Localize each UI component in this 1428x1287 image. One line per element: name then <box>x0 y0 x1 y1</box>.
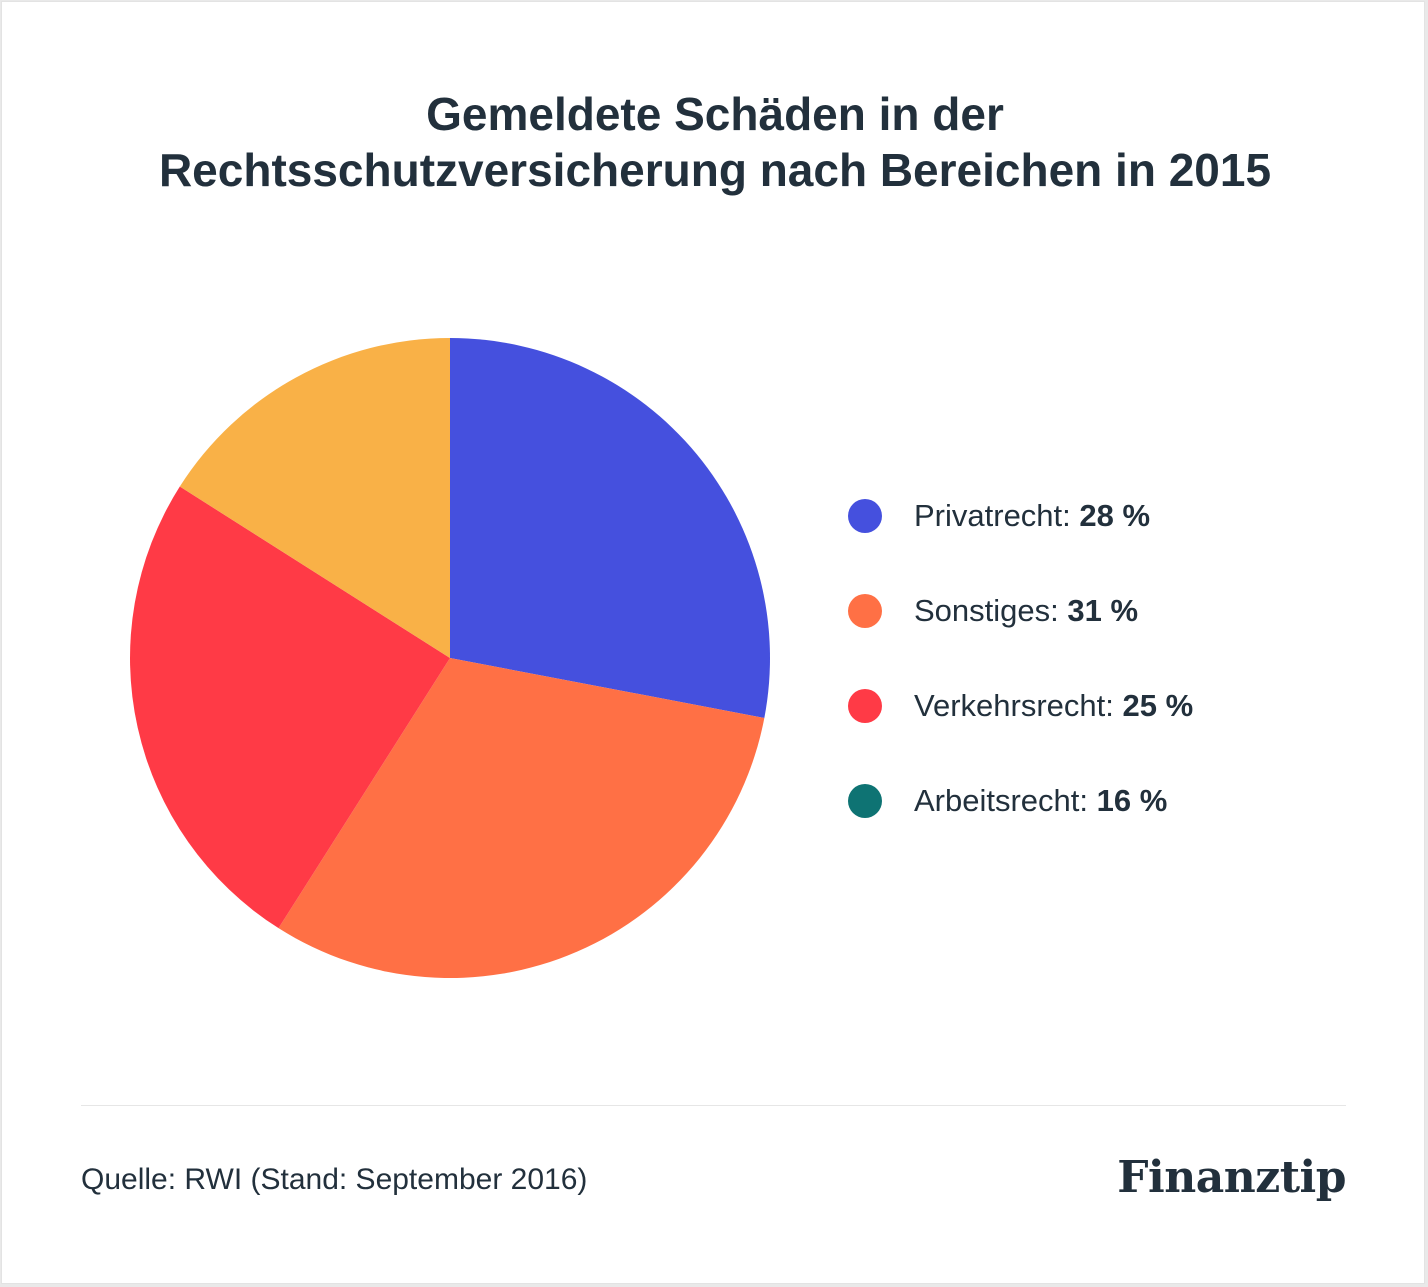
legend-value: 25 % <box>1122 688 1194 723</box>
pie-slice-verkehrsrecht <box>130 486 450 929</box>
chart-title-line-2: Rechtsschutzversicherung nach Bereichen … <box>158 144 1272 196</box>
legend-text: Verkehrsrecht: 25 % <box>914 688 1194 723</box>
legend-item-privatrecht: Privatrecht: 28 % <box>848 496 1193 591</box>
legend: Privatrecht: 28 % Sonstiges: 31 % Verkehrs… <box>848 496 1193 876</box>
pie-slice-sonstiges <box>278 658 765 978</box>
legend-label: Sonstiges <box>914 593 1051 628</box>
legend-text: Arbeitsrecht: 16 % <box>914 783 1168 818</box>
legend-swatch <box>848 594 882 628</box>
legend-item-sonstiges: Sonstiges: 31 % <box>848 591 1193 686</box>
chart-title-line-1: Gemeldete Schäden in der <box>426 88 1004 140</box>
legend-swatch <box>848 689 882 723</box>
legend-swatch <box>848 784 882 818</box>
legend-item-arbeitsrecht: Arbeitsrecht: 16 % <box>848 781 1193 876</box>
pie-slice-privatrecht <box>450 338 770 718</box>
legend-label: Arbeitsrecht <box>914 783 1080 818</box>
finanztip-logo: Finanztip <box>1117 1152 1346 1203</box>
footer-divider <box>81 1105 1346 1106</box>
source-note: Quelle: RWI (Stand: September 2016) <box>81 1163 588 1196</box>
chart-title: Gemeldete Schäden in der Rechtsschutzver… <box>2 86 1428 198</box>
legend-text: Privatrecht: 28 % <box>914 498 1151 533</box>
legend-value: 31 % <box>1067 593 1139 628</box>
legend-swatch <box>848 499 882 533</box>
legend-value: 16 % <box>1096 783 1168 818</box>
legend-item-verkehrsrecht: Verkehrsrecht: 25 % <box>848 686 1193 781</box>
legend-text: Sonstiges: 31 % <box>914 593 1139 628</box>
pie-slice-arbeitsrecht <box>179 338 450 658</box>
legend-label: Privatrecht <box>914 498 1063 533</box>
legend-label: Verkehrsrecht <box>914 688 1106 723</box>
legend-value: 28 % <box>1079 498 1151 533</box>
